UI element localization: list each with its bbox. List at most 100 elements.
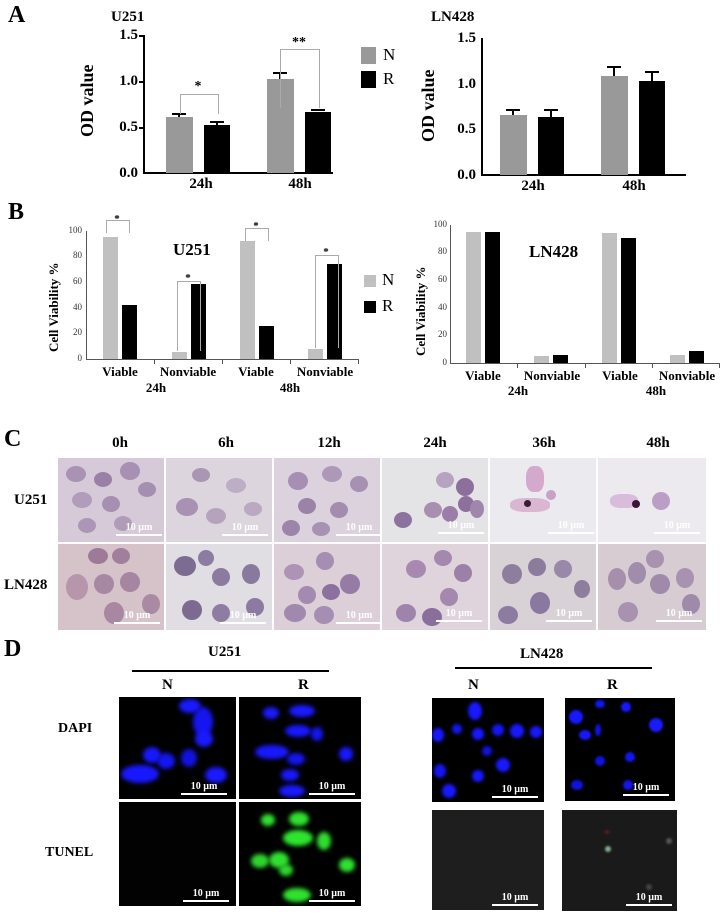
- bar-n-viable-24h: [466, 232, 481, 363]
- y-tick: 0.0: [457, 167, 476, 183]
- bar-n-nonviable-48h: [308, 349, 323, 359]
- micrograph-ln428-0h: 10 µm: [58, 544, 164, 630]
- condition-label: R: [298, 677, 309, 693]
- x-tick-label: Nonviable: [658, 368, 716, 383]
- y-tick: 100: [433, 219, 448, 229]
- chart-title: LN428: [529, 242, 579, 261]
- y-tick: 20: [438, 329, 447, 339]
- y-tick: 0.0: [119, 165, 138, 181]
- significance-star: *: [114, 213, 120, 225]
- significance-star: **: [292, 35, 306, 50]
- y-tick: 60: [73, 276, 82, 286]
- y-tick: 80: [73, 250, 82, 260]
- chart-title: LN428: [431, 9, 475, 25]
- fluorescence-tunel-ln428-r: 10 µm: [562, 810, 677, 911]
- scale-bar: 10 µm: [336, 522, 380, 536]
- x-tick-label: Viable: [465, 368, 501, 383]
- error-bar: [178, 114, 180, 117]
- x-tick-mark: [222, 359, 223, 364]
- bar-n-viable-48h: [240, 241, 255, 359]
- micrograph-ln428-48h: 10 µm: [598, 544, 706, 630]
- cell-line-label: U251: [208, 644, 242, 660]
- timepoint-label: 6h: [218, 435, 234, 451]
- x-tick-mark: [585, 363, 586, 368]
- x-tick-label: Nonviable: [523, 368, 581, 383]
- condition-label: R: [607, 677, 618, 693]
- scale-bar: 10 µm: [309, 888, 355, 902]
- micrograph-ln428-36h: 10 µm: [490, 544, 596, 630]
- scale-bar: 10 µm: [623, 782, 669, 796]
- y-tick: 1.5: [457, 30, 476, 46]
- y-tick: 80: [438, 246, 447, 256]
- condition-label: N: [162, 677, 173, 693]
- scale-bar: 10 µm: [222, 522, 268, 536]
- y-tick-mark: [139, 35, 143, 37]
- x-tick-label: Nonviable: [296, 364, 354, 379]
- error-cap: [311, 109, 325, 111]
- scale-bar: 10 µm: [492, 784, 538, 798]
- bar-r-24h: [204, 125, 230, 173]
- group-label: 48h: [645, 383, 667, 398]
- legend-label-r: R: [382, 296, 394, 315]
- error-cap: [544, 109, 558, 111]
- bar-n-viable-48h: [602, 233, 617, 363]
- y-tick: 1.0: [457, 76, 476, 92]
- micrograph-u251-0h: 10 µm: [58, 458, 164, 542]
- y-axis: [143, 35, 145, 174]
- error-bar: [613, 67, 615, 76]
- y-tick-mark: [139, 81, 143, 83]
- scale-bar: 10 µm: [220, 610, 266, 624]
- timepoint-label: 36h: [532, 435, 556, 451]
- significance-star: *: [194, 79, 202, 94]
- y-tick: 40: [438, 302, 447, 312]
- scale-bar: 10 µm: [492, 892, 538, 906]
- bar-n-nonviable-24h: [534, 356, 549, 363]
- significance-bracket: [106, 220, 130, 233]
- bar-r-48h: [639, 81, 665, 175]
- x-tick-label: Viable: [602, 368, 638, 383]
- x-tick-label: 24h: [521, 178, 545, 194]
- fluorescence-dapi-ln428-r: 10 µm: [565, 698, 675, 801]
- fluorescence-tunel-u251-r: 10 µm: [239, 802, 361, 906]
- micrograph-u251-12h: 10 µm: [274, 458, 380, 542]
- significance-bracket: [280, 49, 320, 108]
- y-tick: 0: [77, 353, 83, 363]
- legend-label-r: R: [383, 69, 395, 88]
- scale-bar: 10 µm: [438, 520, 484, 534]
- x-tick-mark: [290, 359, 291, 364]
- significance-bracket: [315, 255, 339, 348]
- legend-swatch-r: [364, 301, 376, 313]
- group-label: 24h: [145, 380, 167, 395]
- timepoint-label: 48h: [646, 435, 670, 451]
- timepoint-label: 12h: [317, 435, 341, 451]
- significance-bracket: [177, 281, 201, 351]
- cell-line-label: LN428: [520, 646, 564, 662]
- y-tick: 0.5: [457, 121, 476, 137]
- chart-title: U251: [173, 240, 211, 259]
- stain-label: TUNEL: [45, 845, 94, 860]
- panel-letter-b: B: [8, 199, 25, 225]
- significance-star: *: [185, 272, 191, 284]
- fluorescence-dapi-u251-r: 10 µm: [239, 697, 361, 799]
- group-underline: [132, 670, 329, 672]
- significance-star: *: [323, 246, 329, 258]
- legend-swatch-n: [364, 275, 376, 287]
- bar-n-nonviable-48h: [670, 355, 685, 363]
- scale-bar: 10 µm: [116, 522, 162, 536]
- legend-swatch-r: [361, 71, 376, 88]
- scale-bar: 10 µm: [114, 610, 160, 624]
- legend-swatch-n: [361, 47, 376, 64]
- scale-bar: 10 µm: [181, 781, 227, 795]
- bar-n-24h: [500, 115, 527, 175]
- x-tick-label: Nonviable: [159, 364, 217, 379]
- micrograph-u251-24h: 10 µm: [382, 458, 488, 542]
- x-tick-label: 48h: [288, 176, 312, 192]
- scale-bar: 10 µm: [309, 781, 355, 795]
- group-label: 24h: [507, 383, 529, 398]
- scale-bar: 10 µm: [546, 608, 592, 622]
- x-tick-label: 24h: [189, 176, 213, 192]
- legend-label-n: N: [382, 270, 395, 289]
- panel-letter-d: D: [4, 636, 22, 662]
- micrograph-u251-36h: 10 µm: [490, 458, 596, 542]
- group-underline: [455, 667, 652, 669]
